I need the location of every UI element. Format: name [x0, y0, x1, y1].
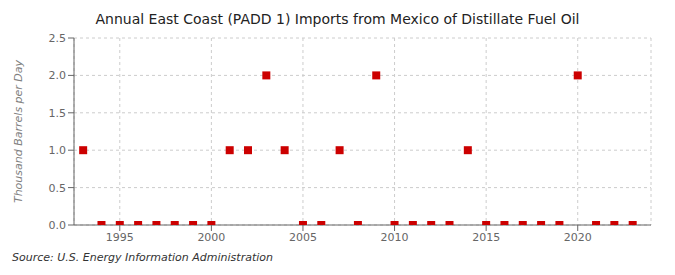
- svg-text:1995: 1995: [106, 231, 134, 244]
- svg-text:2.0: 2.0: [49, 69, 67, 82]
- svg-text:1.0: 1.0: [49, 144, 67, 157]
- html-text:Annual East Coast (PADD 1) Imp: Annual East Coast (PADD 1) Imports from …: [95, 11, 580, 27]
- svg-text:0.5: 0.5: [49, 182, 67, 195]
- html-text:Source: U.S. Energy Informatio: Source: U.S. Energy Information Administ…: [12, 251, 273, 264]
- svg-text:2000: 2000: [197, 231, 225, 244]
- svg-text:2005: 2005: [289, 231, 317, 244]
- svg-text:2.5: 2.5: [49, 32, 67, 45]
- svg-text:Thousand Barrels per Day: Thousand Barrels per Day: [12, 59, 25, 203]
- svg-text:2015: 2015: [472, 231, 500, 244]
- svg-text:2020: 2020: [564, 231, 592, 244]
- svg-text:2010: 2010: [381, 231, 409, 244]
- svg-text:0.0: 0.0: [49, 219, 67, 232]
- svg-text:1.5: 1.5: [49, 107, 67, 120]
